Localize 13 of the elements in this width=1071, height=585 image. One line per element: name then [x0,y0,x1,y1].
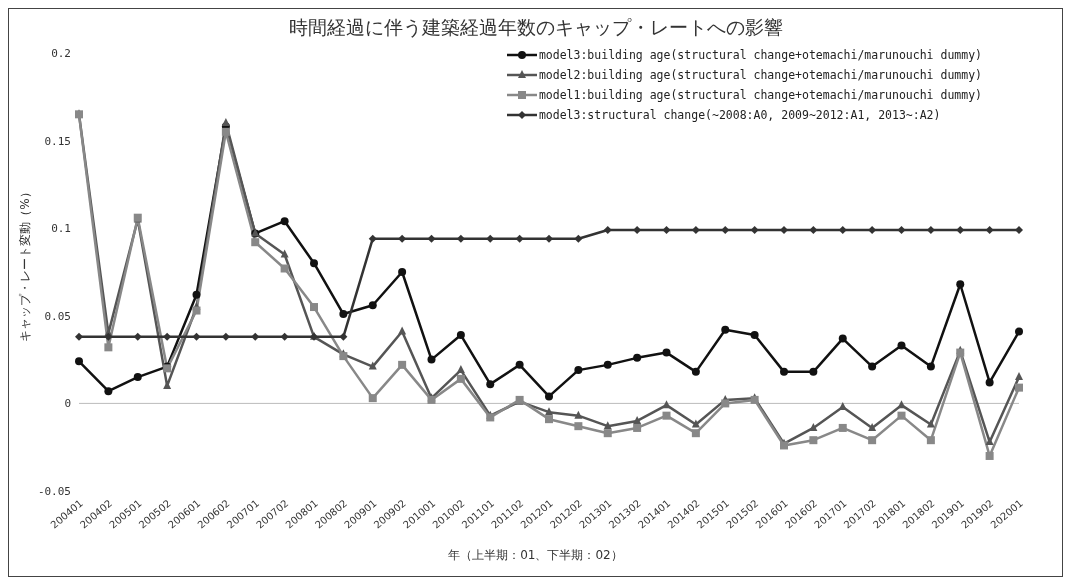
legend-label: model3:building age(structural change+otemachi/marunouchi dummy) [538,47,982,64]
y-tick-label: 0.05 [44,309,71,323]
y-axis-title: キャップ・レート変動（%） [16,186,33,342]
legend-label: model3:structural change(~2008:A0, 2009~2012:A1, 2013~:A2) [538,107,941,124]
y-tick-label: 0.1 [51,222,71,236]
y-tick-label: 0.2 [51,46,71,60]
y-tick-label: -0.05 [37,484,71,498]
y-tick-label: 0 [64,397,71,411]
legend-label: model1:building age(structural change+otemachi/marunouchi dummy) [538,87,982,104]
x-axis-title: 年（上半期：01、下半期：02） [447,547,624,564]
y-tick-label: 0.15 [44,134,71,148]
chart-title: 時間経過に伴う建築経過年数のキャップ・レートへの影響 [287,15,784,40]
legend-label: model2:building age(structural change+otemachi/marunouchi dummy) [538,67,982,84]
